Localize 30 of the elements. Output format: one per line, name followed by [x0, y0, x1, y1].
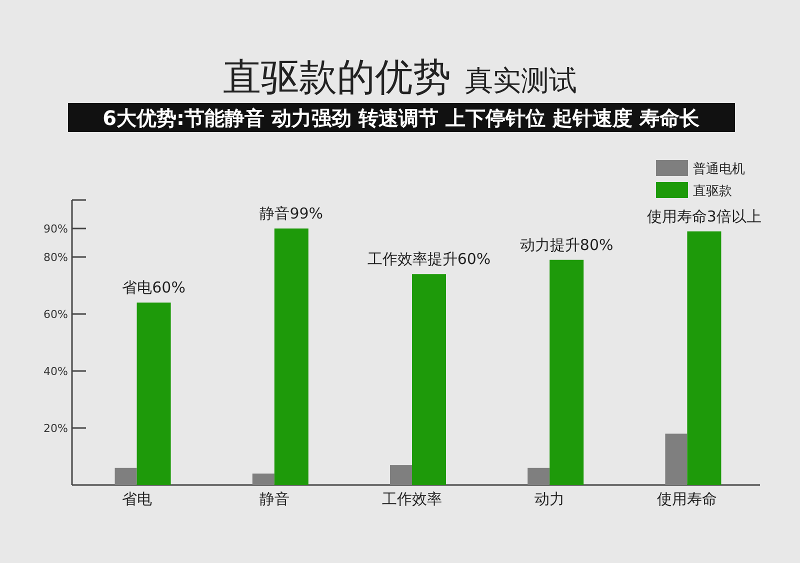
x-tick-label: 静音 — [259, 490, 290, 508]
bar — [550, 260, 584, 485]
bar — [136, 302, 171, 485]
bar — [687, 231, 722, 485]
x-tick-label: 工作效率 — [382, 490, 442, 508]
legend-label: 直驱款 — [693, 184, 732, 199]
data-label: 使用寿命3倍以上 — [646, 207, 762, 226]
text: 6大优势:节能静音 动力强劲 转速调节 上下停针位 起针速度 寿命长 — [102, 106, 700, 130]
x-tick-label: 使用寿命 — [657, 490, 718, 508]
bar — [412, 274, 446, 485]
y-tick-label: 80% — [44, 251, 68, 264]
chart-title: 直驱款的优势 — [223, 55, 451, 99]
x-tick-label: 省电 — [122, 490, 152, 508]
bar — [528, 468, 550, 485]
chart-subtitle: 真实测试 — [465, 64, 577, 97]
y-tick-label: 90% — [44, 222, 68, 236]
data-label: 省电60% — [122, 278, 186, 297]
y-tick-label: 60% — [44, 308, 68, 321]
x-tick-label: 动力 — [534, 490, 565, 508]
legend-label: 普通电机 — [693, 161, 745, 177]
y-tick-label: 40% — [44, 365, 68, 378]
bar — [390, 465, 412, 485]
bar — [665, 434, 688, 485]
data-label: 工作效率提升60% — [367, 250, 491, 268]
data-label: 静音99% — [260, 204, 324, 222]
data-label: 动力提升80% — [520, 236, 614, 254]
y-tick-label: 20% — [44, 422, 68, 435]
bar — [274, 228, 308, 485]
bar — [252, 474, 274, 485]
bar — [114, 468, 137, 485]
